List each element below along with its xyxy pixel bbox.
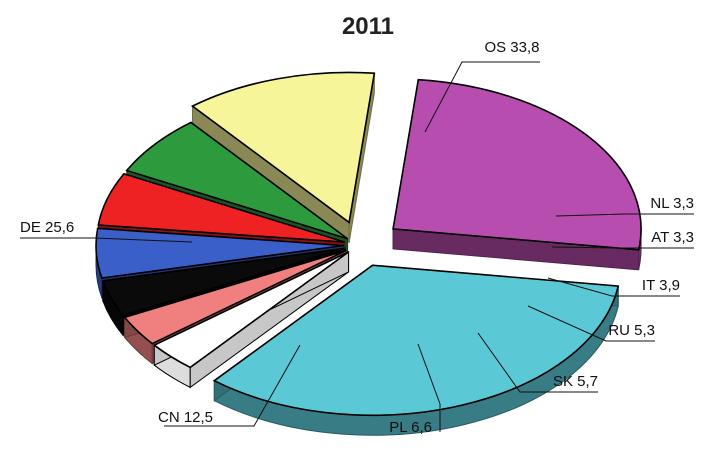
slice-label-it: IT 3,9	[642, 277, 680, 294]
slice-label-sk: SK 5,7	[553, 373, 598, 390]
slice-label-ru: RU 5,3	[608, 322, 655, 339]
slice-label-pl: PL 6,6	[389, 419, 432, 436]
leader-line-ru	[527, 305, 655, 342]
leader-line-it	[547, 277, 680, 297]
slice-cn	[190, 71, 376, 244]
slice-top-sk	[97, 172, 345, 243]
slice-nl	[152, 250, 350, 389]
chart-title: 2011	[342, 13, 394, 40]
leader-line-at	[551, 246, 694, 249]
slice-top-os	[212, 264, 620, 417]
leader-line-os	[424, 61, 540, 133]
slice-label-at: AT 3,3	[651, 229, 694, 246]
slice-top-cn	[190, 71, 376, 224]
leader-line-nl	[555, 213, 694, 217]
slice-label-cn: CN 12,5	[158, 409, 213, 426]
slice-top-it	[101, 247, 346, 317]
slice-os	[212, 264, 620, 436]
slice-top-nl	[152, 251, 350, 369]
slice-top-pl	[125, 121, 349, 240]
slice-label-os: OS 33,8	[484, 39, 539, 56]
slice-label-de: DE 25,6	[20, 219, 74, 236]
leader-line-cn	[164, 344, 301, 427]
slice-de	[392, 78, 642, 271]
leader-line-pl	[417, 343, 441, 432]
leader-line-de	[20, 237, 193, 243]
slice-label-nl: NL 3,3	[650, 195, 694, 212]
pie-labels: OS 33,8 NL 3,3 AT 3,3 IT 3,9 RU 5,3 SK 5,7 PL …	[20, 39, 694, 436]
slice-top-de	[392, 78, 642, 251]
pie-slices	[95, 71, 642, 436]
slice-top-at	[123, 249, 347, 345]
leader-line-sk	[477, 332, 598, 393]
